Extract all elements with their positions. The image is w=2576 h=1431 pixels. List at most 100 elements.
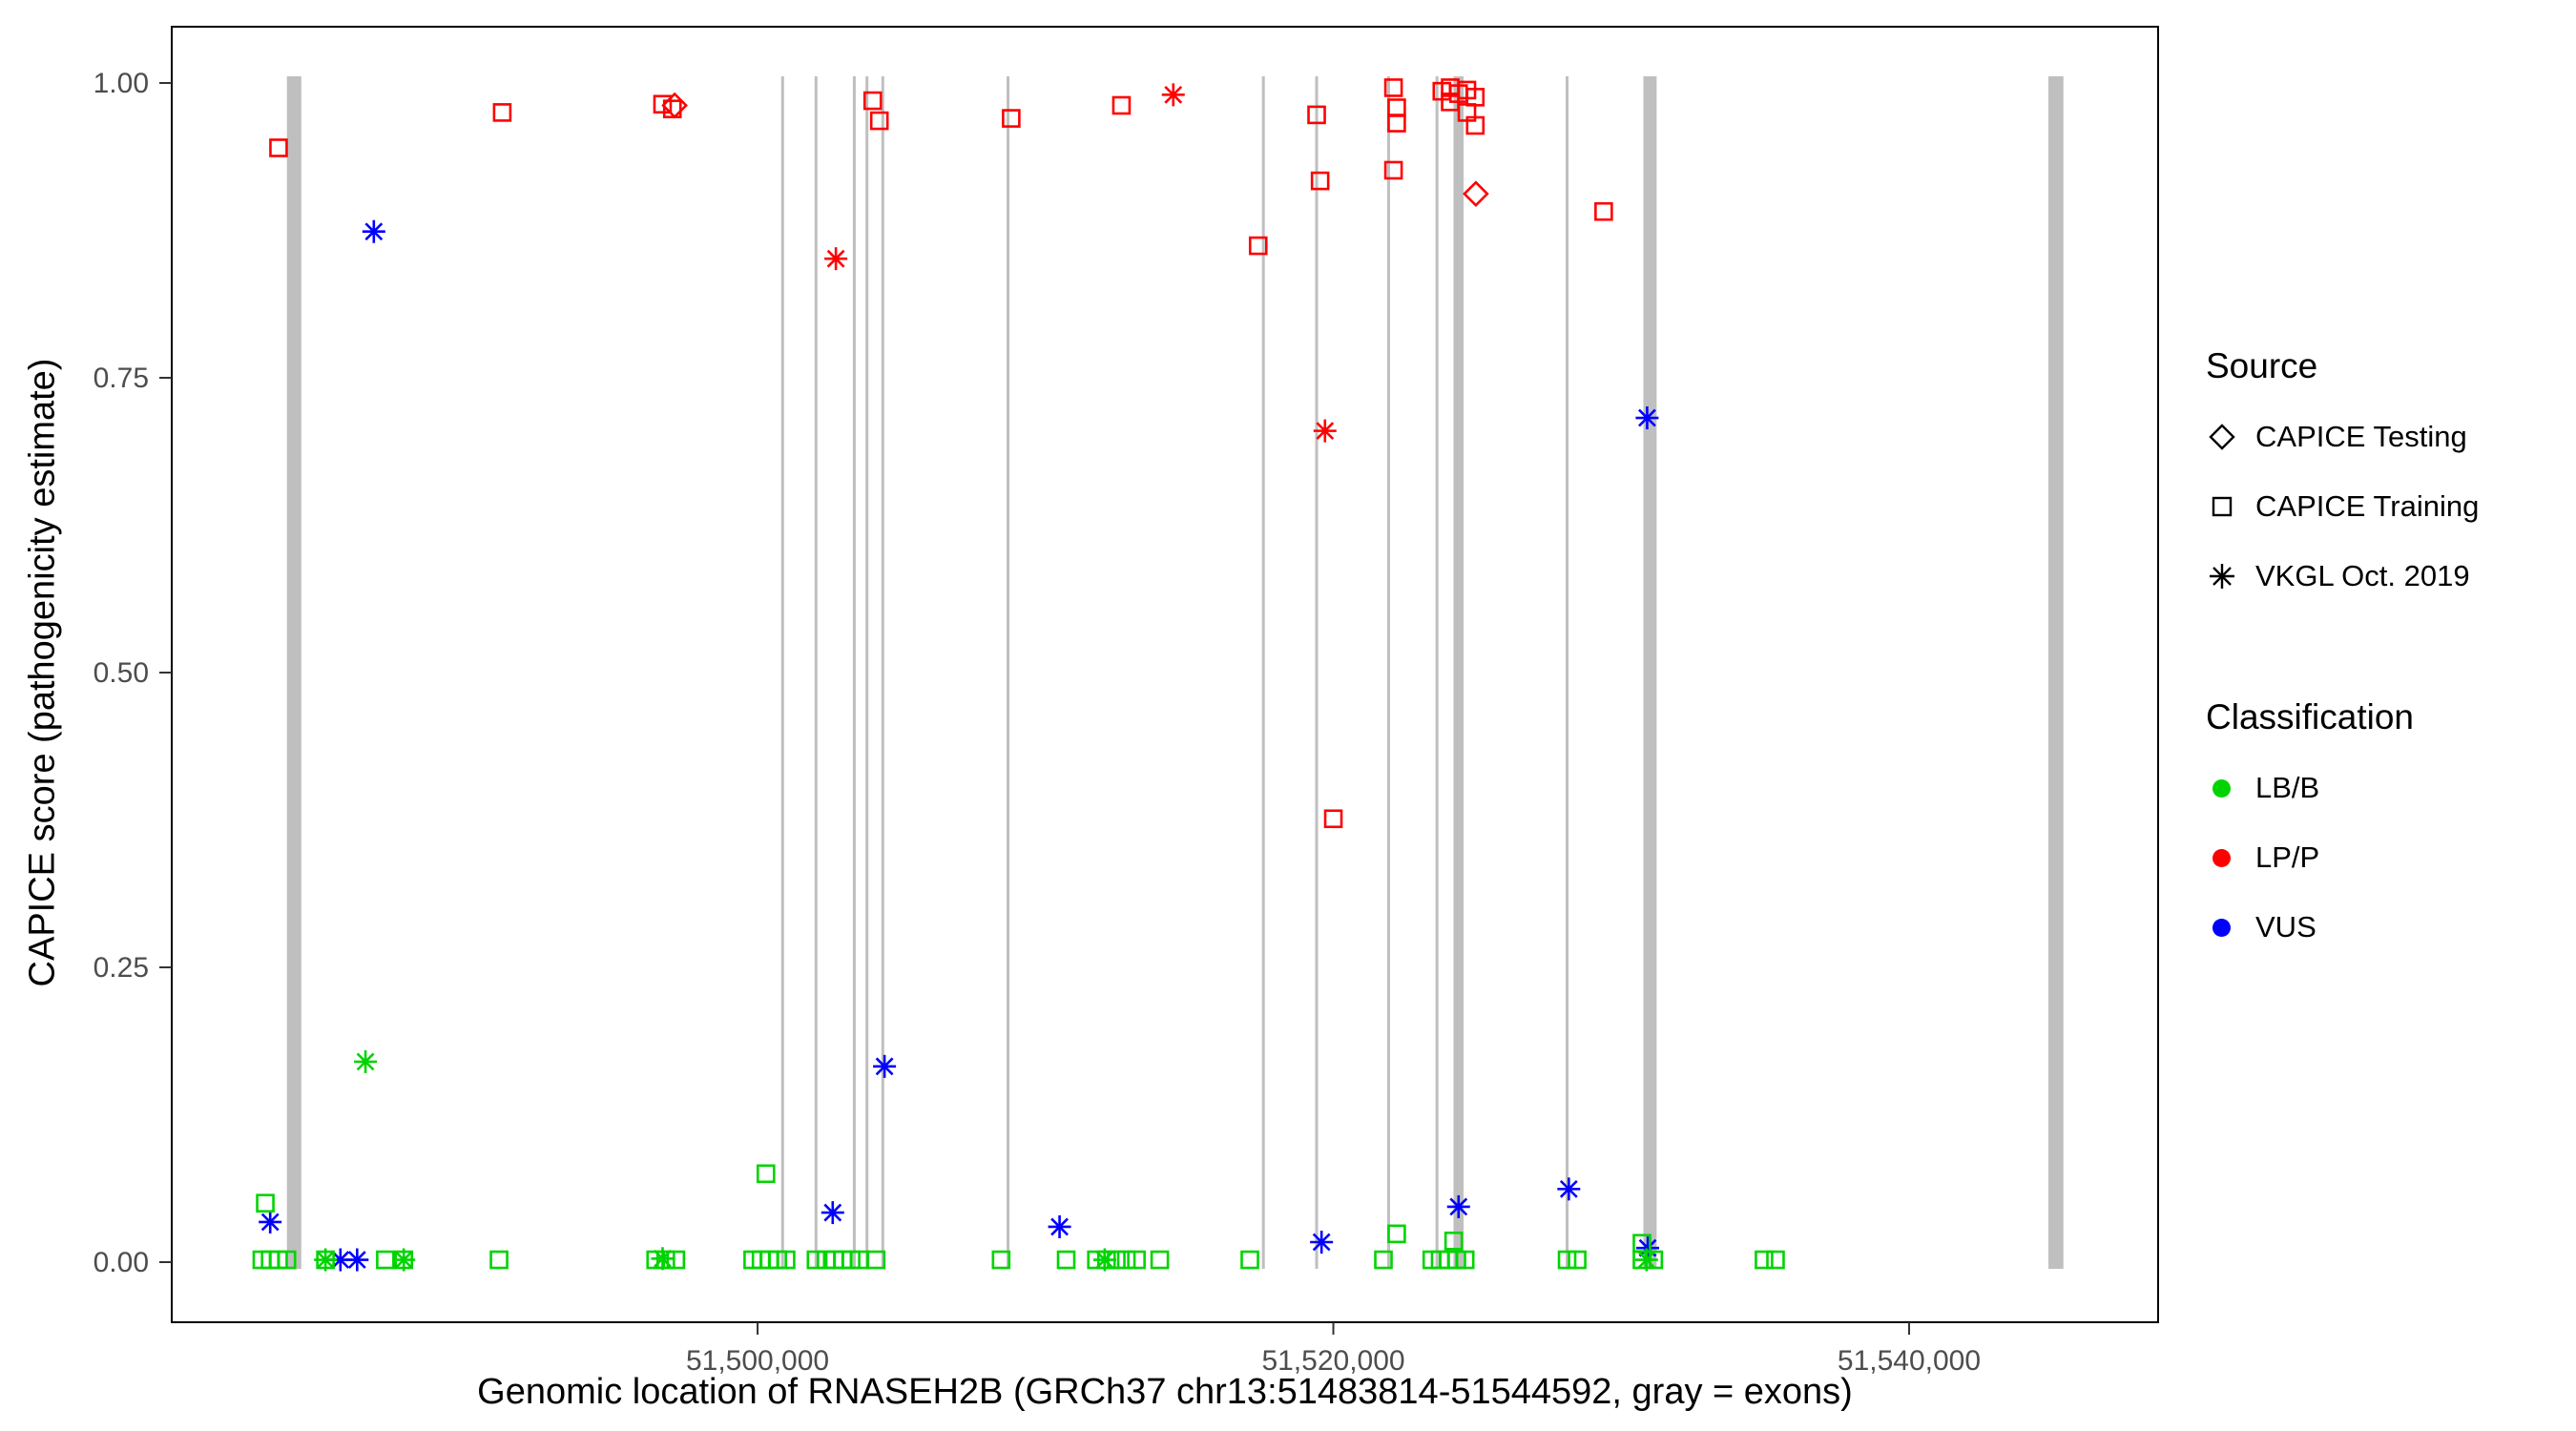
data-point	[1446, 1194, 1470, 1218]
exon-bar	[1386, 76, 1390, 1269]
data-point	[1644, 1250, 1664, 1270]
data-point	[1632, 1250, 1652, 1270]
data-point	[1310, 1230, 1334, 1254]
data-point	[362, 219, 385, 243]
y-tick-label: 0.00	[93, 1247, 149, 1278]
data-point	[1387, 114, 1406, 133]
data-point	[1056, 1250, 1076, 1270]
data-point	[1465, 115, 1485, 135]
data-point	[862, 91, 883, 111]
data-point	[777, 1250, 796, 1270]
legend-source-title: Source	[2206, 346, 2318, 385]
data-point	[1310, 171, 1330, 191]
exon-bar	[1315, 76, 1319, 1269]
legend-classification-title: Classification	[2206, 697, 2414, 736]
data-point	[1150, 1250, 1170, 1270]
y-tick-label: 0.50	[93, 657, 149, 689]
legend-label: VUS	[2255, 910, 2316, 944]
data-point	[1557, 1250, 1577, 1270]
data-point	[277, 1250, 297, 1270]
x-tick-label: 51,540,000	[1838, 1345, 1981, 1377]
lbb-dot-icon	[2212, 778, 2231, 798]
y-tick-label: 0.75	[93, 363, 149, 394]
data-point	[1444, 1231, 1464, 1251]
exon-bar	[1261, 76, 1265, 1269]
data-point	[1107, 1250, 1126, 1270]
data-point	[873, 1054, 897, 1078]
data-point	[653, 94, 673, 114]
legend-label: CAPICE Training	[2255, 489, 2480, 523]
legend-label: LP/P	[2255, 840, 2320, 874]
exon-bar	[852, 76, 856, 1269]
legend-classification: Classification LB/B LP/P VUS	[2206, 696, 2414, 978]
legend-item-capice-training: CAPICE Training	[2206, 487, 2479, 526]
data-point	[1383, 160, 1403, 180]
data-point	[345, 1248, 369, 1272]
vus-dot-icon	[2212, 918, 2231, 937]
exon-bar	[814, 76, 818, 1269]
data-point	[259, 1210, 282, 1234]
exon-bar	[1007, 76, 1010, 1269]
data-point	[806, 1250, 826, 1270]
x-tick-label: 51,500,000	[686, 1345, 829, 1377]
legend-label: LB/B	[2255, 771, 2320, 804]
data-point	[489, 1250, 509, 1270]
legend-label: CAPICE Testing	[2255, 420, 2467, 453]
data-point	[1116, 1250, 1136, 1270]
data-point	[1307, 105, 1326, 125]
x-axis-title: Genomic location of RNASEH2B (GRCh37 chr…	[477, 1372, 1853, 1412]
exon-bar	[2048, 76, 2064, 1269]
data-point	[1755, 1250, 1774, 1270]
data-point	[1111, 95, 1132, 115]
y-tick-label: 1.00	[93, 68, 149, 99]
data-point	[394, 1250, 414, 1270]
data-point	[1374, 1250, 1393, 1270]
data-point	[869, 111, 889, 131]
data-point	[1313, 419, 1337, 443]
data-point	[655, 1250, 675, 1270]
plot-panel-border	[171, 26, 2159, 1323]
data-point	[269, 138, 288, 157]
data-point	[1387, 1224, 1406, 1244]
data-point	[1766, 1250, 1785, 1270]
data-point	[756, 1164, 776, 1184]
data-point	[662, 99, 682, 118]
legend-item-lbb: LB/B	[2206, 769, 2414, 807]
diamond-icon	[2209, 424, 2235, 450]
data-point	[1161, 83, 1185, 107]
data-point	[1635, 406, 1659, 430]
data-point	[1002, 109, 1021, 128]
data-point	[492, 103, 512, 122]
data-point	[316, 1250, 335, 1270]
data-point	[1248, 236, 1268, 256]
data-point	[1387, 98, 1406, 117]
data-point	[1383, 78, 1403, 97]
data-point	[866, 1250, 886, 1270]
x-tick-label: 51,520,000	[1261, 1345, 1404, 1377]
data-point	[376, 1250, 395, 1270]
data-point	[821, 1201, 844, 1225]
data-point	[1096, 1250, 1116, 1270]
data-point	[646, 1250, 666, 1270]
data-point	[1323, 809, 1343, 829]
data-point	[666, 1250, 686, 1270]
legend-item-capice-testing: CAPICE Testing	[2206, 418, 2479, 456]
legend-item-vkgl: VKGL Oct. 2019	[2206, 557, 2479, 595]
legend-item-lpp: LP/P	[2206, 839, 2414, 877]
data-point	[1463, 180, 1489, 208]
square-icon	[2212, 496, 2233, 517]
exon-bar	[780, 76, 784, 1269]
exon-bar	[1453, 76, 1465, 1269]
legend-source: Source CAPICE Testing CAPICE Training VK…	[2206, 345, 2479, 627]
exon-bar	[1566, 76, 1569, 1269]
data-point	[1557, 1177, 1581, 1201]
exon-bar	[881, 76, 884, 1269]
data-point	[1240, 1250, 1259, 1270]
data-point	[661, 92, 688, 119]
legend-label: VKGL Oct. 2019	[2255, 559, 2470, 592]
data-point	[1048, 1214, 1071, 1238]
data-point	[1127, 1250, 1146, 1270]
y-axis-title: CAPICE score (pathogenicity estimate)	[22, 358, 63, 987]
exon-bar	[286, 76, 301, 1269]
